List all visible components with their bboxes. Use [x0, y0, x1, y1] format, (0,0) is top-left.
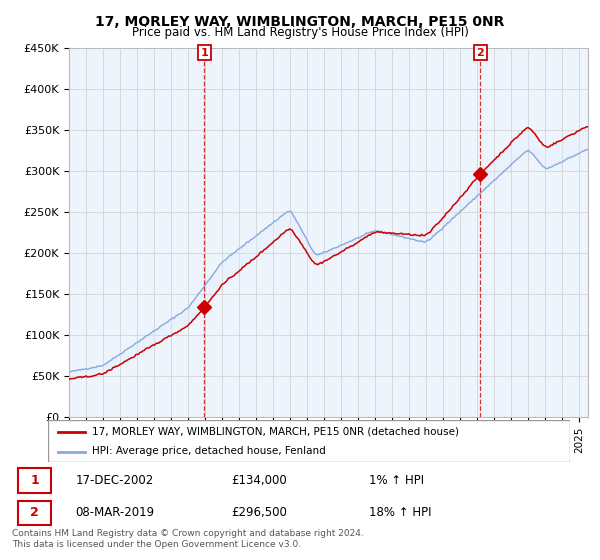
Text: 2: 2	[476, 48, 484, 58]
FancyBboxPatch shape	[18, 468, 51, 493]
Text: 18% ↑ HPI: 18% ↑ HPI	[369, 506, 431, 519]
FancyBboxPatch shape	[48, 420, 570, 462]
Text: 1: 1	[30, 474, 39, 487]
FancyBboxPatch shape	[18, 501, 51, 525]
Text: Contains HM Land Registry data © Crown copyright and database right 2024.
This d: Contains HM Land Registry data © Crown c…	[12, 529, 364, 549]
Text: 08-MAR-2019: 08-MAR-2019	[76, 506, 154, 519]
Text: 17-DEC-2002: 17-DEC-2002	[76, 474, 154, 487]
Text: £296,500: £296,500	[231, 506, 287, 519]
Text: 2: 2	[30, 506, 39, 519]
Text: Price paid vs. HM Land Registry's House Price Index (HPI): Price paid vs. HM Land Registry's House …	[131, 26, 469, 39]
Text: 1: 1	[200, 48, 208, 58]
Text: 1% ↑ HPI: 1% ↑ HPI	[369, 474, 424, 487]
Text: HPI: Average price, detached house, Fenland: HPI: Average price, detached house, Fenl…	[92, 446, 326, 456]
Text: 17, MORLEY WAY, WIMBLINGTON, MARCH, PE15 0NR: 17, MORLEY WAY, WIMBLINGTON, MARCH, PE15…	[95, 15, 505, 29]
Text: 17, MORLEY WAY, WIMBLINGTON, MARCH, PE15 0NR (detached house): 17, MORLEY WAY, WIMBLINGTON, MARCH, PE15…	[92, 427, 460, 437]
Text: £134,000: £134,000	[231, 474, 287, 487]
